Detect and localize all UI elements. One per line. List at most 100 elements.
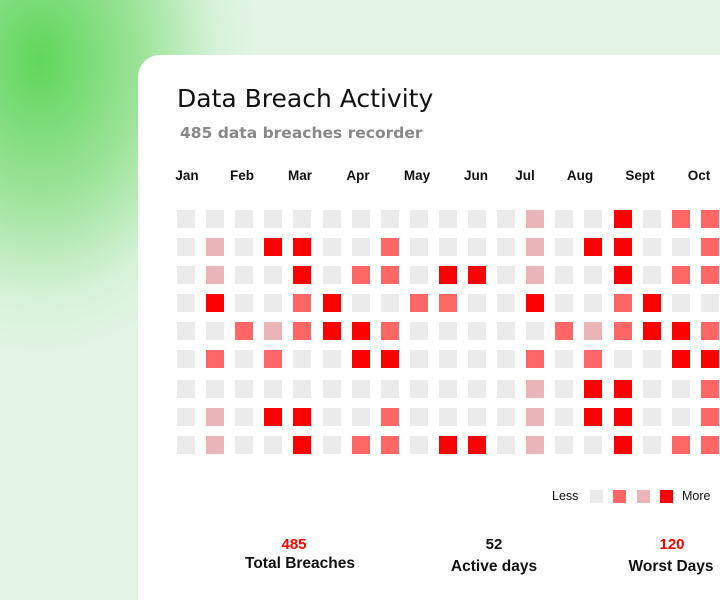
heatmap-cell <box>351 380 370 398</box>
heatmap-cell <box>468 436 486 454</box>
heatmap-cell <box>526 210 545 228</box>
heatmap-cell <box>235 408 254 426</box>
month-label: May <box>403 168 431 183</box>
heatmap-cell <box>468 322 486 340</box>
heatmap-cell <box>293 380 312 398</box>
heatmap-cell <box>322 266 341 284</box>
heatmap-cell <box>584 408 603 426</box>
heatmap-cell <box>671 322 690 340</box>
heatmap-cell <box>497 380 516 398</box>
heatmap-cell <box>380 350 399 368</box>
heatmap-cell <box>700 408 719 426</box>
heatmap-cell <box>206 266 225 284</box>
heatmap-cell <box>351 350 370 368</box>
heatmap-cell <box>642 408 661 426</box>
heatmap-cell <box>671 238 690 256</box>
heatmap-cell <box>264 210 283 228</box>
heatmap-cell <box>497 266 516 284</box>
heatmap-cell <box>351 266 370 284</box>
heatmap-cell <box>700 380 719 398</box>
heatmap-cell <box>409 238 428 256</box>
heatmap-cell <box>322 238 341 256</box>
heatmap-cell <box>584 294 603 312</box>
heatmap-cell <box>177 380 195 398</box>
heatmap-cell <box>264 408 283 426</box>
heatmap-cell <box>235 322 254 340</box>
heatmap-cell <box>468 210 486 228</box>
heatmap-cell <box>642 350 661 368</box>
heatmap-cell <box>351 210 370 228</box>
heatmap-cell <box>235 266 254 284</box>
heatmap-cell <box>497 408 516 426</box>
heatmap-cell <box>438 294 457 312</box>
heatmap-cell <box>351 294 370 312</box>
heatmap-cell <box>468 294 486 312</box>
heatmap-cell <box>642 294 661 312</box>
heatmap-cell <box>438 436 457 454</box>
heatmap-cell <box>700 350 719 368</box>
heatmap-cell <box>322 350 341 368</box>
heatmap-cell <box>468 380 486 398</box>
legend-less: Less <box>552 489 579 503</box>
stat-total-value: 485 <box>281 536 307 553</box>
heatmap-cell <box>555 266 574 284</box>
heatmap-cell <box>497 436 516 454</box>
legend-swatch <box>613 490 626 503</box>
heatmap-cell <box>642 322 661 340</box>
month-label: Apr <box>346 168 370 183</box>
heatmap-cell <box>613 408 632 426</box>
heatmap-cell <box>468 266 486 284</box>
heatmap-cell <box>555 350 574 368</box>
stat-active-label: Active days <box>450 558 538 575</box>
heatmap-cell <box>293 322 312 340</box>
heatmap-cell <box>526 322 545 340</box>
heatmap-cell <box>526 294 545 312</box>
heatmap-cell <box>555 322 574 340</box>
heatmap-cell <box>177 294 195 312</box>
month-label: Oct <box>687 168 711 183</box>
heatmap-cell <box>438 408 457 426</box>
heatmap-cell <box>642 380 661 398</box>
heatmap-cell <box>177 408 195 426</box>
month-label: Feb <box>229 168 255 183</box>
heatmap-cell <box>409 350 428 368</box>
legend-swatch <box>637 490 650 503</box>
chart-subtitle: 485 data breaches recorder <box>180 124 423 142</box>
heatmap-cell <box>613 294 632 312</box>
stat-total-label: Total Breaches <box>245 555 355 572</box>
month-label: Jan <box>175 168 199 183</box>
heatmap-cell <box>235 294 254 312</box>
heatmap-cell <box>264 238 283 256</box>
heatmap-cell <box>206 350 225 368</box>
heatmap-cell <box>613 436 632 454</box>
heatmap-cell <box>322 294 341 312</box>
heatmap-cell <box>264 294 283 312</box>
heatmap-cell <box>351 238 370 256</box>
heatmap-cell <box>671 266 690 284</box>
chart-title: Data Breach Activity <box>177 84 434 113</box>
heatmap-cell <box>177 210 195 228</box>
heatmap-cell <box>555 238 574 256</box>
heatmap-cell <box>235 436 254 454</box>
heatmap-cell <box>584 322 603 340</box>
heatmap-cell <box>613 350 632 368</box>
heatmap-cell <box>555 408 574 426</box>
heatmap-cell <box>322 322 341 340</box>
heatmap-cell <box>409 294 428 312</box>
month-label: Jun <box>463 168 489 183</box>
heatmap-cell <box>700 210 719 228</box>
heatmap-cell <box>206 210 225 228</box>
heatmap-cell <box>438 210 457 228</box>
heatmap-cell <box>409 210 428 228</box>
heatmap-cell <box>497 350 516 368</box>
heatmap-cell <box>206 380 225 398</box>
heatmap-cell <box>613 266 632 284</box>
heatmap-cell <box>351 322 370 340</box>
heatmap-cell <box>438 266 457 284</box>
heatmap-cell <box>497 322 516 340</box>
heatmap-cell <box>497 210 516 228</box>
month-label: Mar <box>287 168 313 183</box>
heatmap-cell <box>293 294 312 312</box>
heatmap-cell <box>409 322 428 340</box>
heatmap-cell <box>264 322 283 340</box>
